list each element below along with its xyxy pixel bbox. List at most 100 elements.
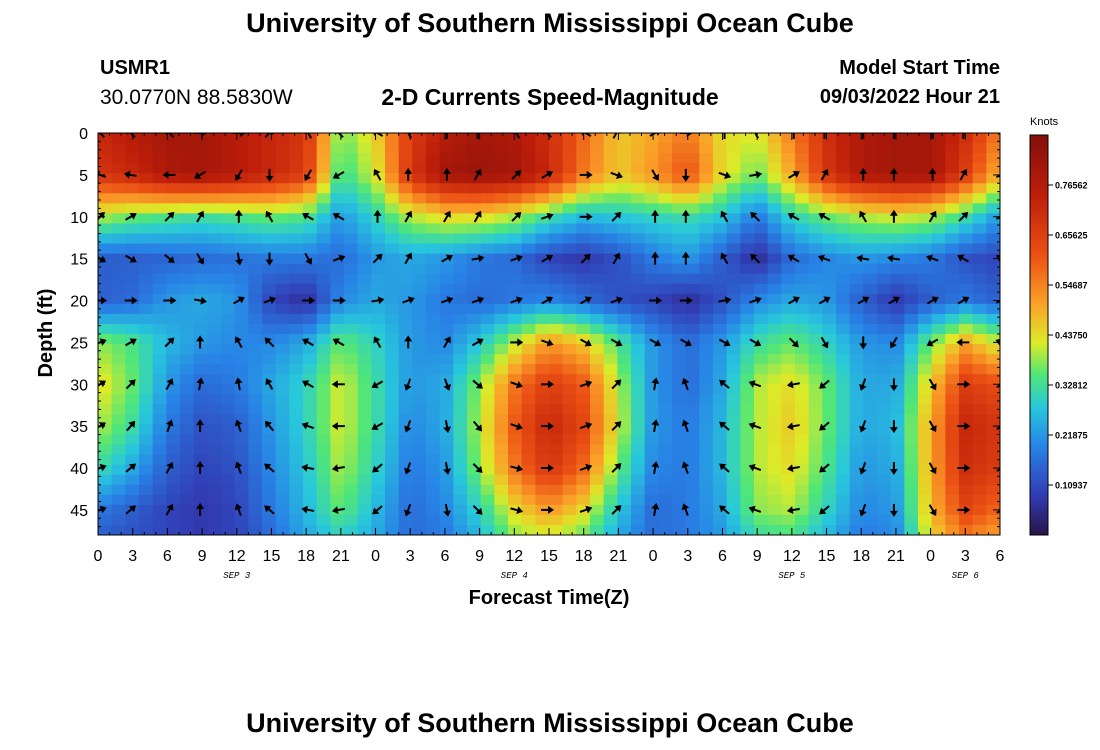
heatmap-cell (412, 263, 427, 275)
heatmap-cell (904, 484, 919, 496)
heatmap-cell (152, 384, 167, 395)
heatmap-cell (248, 414, 263, 426)
current-arrow (611, 211, 622, 222)
heatmap-cell (945, 303, 960, 315)
heatmap-cell (617, 183, 632, 194)
heatmap-cell (275, 323, 290, 335)
heatmap-cell (139, 404, 154, 415)
heatmap-cell (467, 344, 482, 355)
current-arrow (234, 169, 243, 181)
heatmap-cell (931, 163, 946, 174)
current-arrow (125, 505, 137, 515)
heatmap-cell (453, 424, 468, 436)
heatmap-cell (685, 494, 700, 506)
heatmap-cell (959, 414, 974, 426)
heatmap-cell (303, 374, 318, 385)
heatmap-cell (480, 313, 495, 325)
heatmap-cell (248, 203, 263, 214)
heatmap-cell (986, 163, 1000, 174)
heatmap-cell (193, 163, 208, 174)
colorbar-tick-label: 0.76562 (1055, 181, 1088, 191)
heatmap-cell (767, 504, 782, 516)
current-arrow (511, 169, 522, 180)
heatmap-cell (754, 233, 769, 245)
heatmap-cell (535, 223, 550, 235)
heatmap-cell (781, 414, 796, 426)
heatmap-cell (918, 313, 933, 325)
heatmap-cell (754, 253, 769, 265)
heatmap-cell (713, 143, 728, 154)
heatmap-cell (699, 424, 714, 436)
heatmap-cell (289, 233, 304, 245)
heatmap-cell (672, 454, 687, 466)
heatmap-cell (412, 394, 427, 405)
current-arrow (928, 462, 937, 475)
heatmap-cell (877, 394, 892, 405)
heatmap-cell (344, 424, 359, 436)
heatmap-cell (139, 193, 154, 204)
current-arrow (889, 167, 898, 181)
heatmap-cell (890, 153, 905, 164)
heatmap-cell (152, 153, 167, 164)
heatmap-cell (986, 263, 1000, 275)
heatmap-cell (453, 313, 468, 325)
heatmap-cell (822, 434, 837, 446)
heatmap-cell (822, 344, 837, 355)
heatmap-cell (426, 444, 441, 456)
heatmap-cell (426, 193, 441, 204)
heatmap-cell (918, 434, 933, 446)
heatmap-cell (877, 183, 892, 194)
heatmap-cell (631, 133, 646, 144)
heatmap-cell (412, 484, 427, 496)
heatmap-cell (357, 374, 372, 385)
heatmap-cell (248, 524, 263, 535)
heatmap-cell (986, 243, 1000, 255)
heatmap-cell (535, 464, 550, 476)
heatmap-cell (193, 524, 208, 535)
heatmap-cell (959, 323, 974, 335)
heatmap-cell (98, 464, 113, 476)
heatmap-cell (590, 474, 605, 486)
heatmap-cell (412, 153, 427, 164)
heatmap-cell (644, 253, 659, 265)
heatmap-cell (139, 153, 154, 164)
heatmap-cell (111, 193, 126, 204)
heatmap-cell (740, 273, 755, 285)
heatmap-cell (986, 434, 1000, 446)
heatmap-cell (234, 364, 249, 375)
heatmap-cell (535, 193, 550, 204)
heatmap-cell (535, 323, 550, 335)
heatmap-cell (795, 243, 810, 255)
heatmap-cell (713, 374, 728, 385)
heatmap-cell (111, 203, 126, 214)
heatmap-cell (139, 223, 154, 235)
heatmap-cell (221, 153, 236, 164)
heatmap-cell (849, 303, 864, 315)
heatmap-cell (125, 153, 140, 164)
heatmap-cell (754, 243, 769, 255)
heatmap-cell (439, 323, 454, 335)
heatmap-cell (494, 384, 509, 395)
heatmap-cell (658, 354, 673, 365)
heatmap-cell (603, 133, 618, 144)
x-tick-label: 9 (198, 548, 207, 565)
heatmap-cell (221, 143, 236, 154)
heatmap-cell (795, 283, 810, 295)
heatmap-cell (398, 514, 413, 526)
heatmap-cell (248, 153, 263, 164)
current-arrow (302, 380, 314, 389)
heatmap-cell (98, 213, 113, 225)
heatmap-cell (371, 193, 386, 204)
heatmap-cell (863, 203, 878, 214)
current-arrow (892, 133, 895, 139)
heatmap-cell (439, 394, 454, 405)
heatmap-cell (918, 354, 933, 365)
heatmap-cell (590, 444, 605, 456)
heatmap-cell (316, 203, 331, 214)
heatmap-cell (767, 173, 782, 184)
heatmap-cell (125, 303, 140, 315)
heatmap-cell (631, 273, 646, 285)
heatmap-cell (931, 313, 946, 325)
heatmap-cell (426, 514, 441, 526)
heatmap-cell (767, 334, 782, 345)
